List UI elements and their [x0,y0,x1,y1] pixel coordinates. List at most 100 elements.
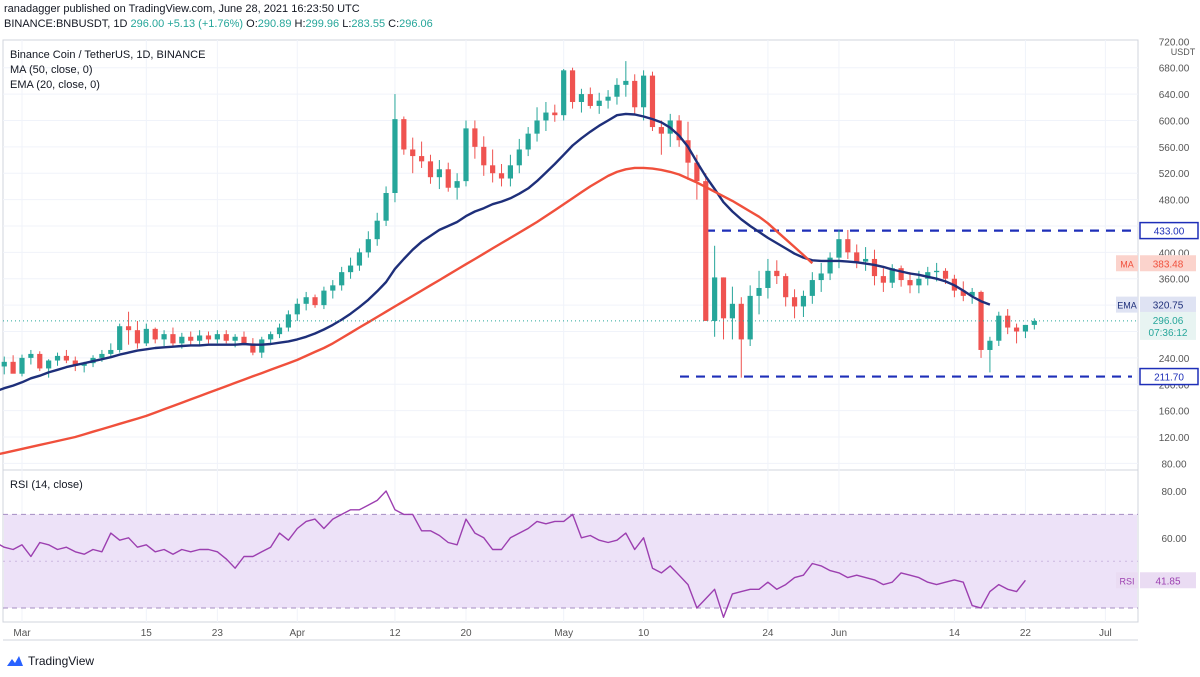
candle-body [214,334,220,340]
candle-body [907,280,913,286]
candle-body [161,334,167,340]
candle-body [641,75,647,108]
candle-body [303,297,309,304]
candle-body [294,303,300,315]
rsi-value-label: 41.85 [1155,576,1180,587]
ma-value-label: 383.48 [1153,259,1184,270]
ema-value-box [1140,296,1196,313]
rsi-line [0,490,1026,618]
candle-body [543,112,549,121]
candle-body [197,335,203,341]
y-tick-label: 480.00 [1159,196,1190,207]
x-tick-label: 20 [460,628,472,639]
candle-body [232,336,238,341]
candle-body [898,268,904,281]
candle-body [916,278,922,286]
candle-body [321,290,327,306]
ohlc-header: BINANCE:BNBUSDT, 1D 296.00 +5.13 (+1.76%… [4,17,433,32]
candle-body [356,252,363,266]
candle-body [374,220,380,240]
rsi-value-box [1140,572,1196,589]
x-tick-label: May [554,628,573,639]
ema-tag-bg [1116,296,1138,313]
x-tick-label: Mar [13,628,31,639]
price-legend-2: EMA (20, close, 0) [10,79,100,91]
candle-body [410,149,416,157]
tradingview-logo-icon [7,656,23,666]
rsi-tick-label: 60.00 [1161,534,1186,545]
candle-body [783,276,789,298]
candle-body [738,303,744,340]
candle-body [578,94,585,102]
price-legend-0: Binance Coin / TetherUS, 1D, BINANCE [10,49,205,61]
candle-body [818,273,824,281]
candle-body [419,156,425,162]
candle-body [561,70,567,116]
x-tick-label: 24 [762,628,774,639]
symbol-label: BINANCE:BNBUSDT, 1D [4,18,128,30]
candle-body [685,140,691,163]
candle-body [188,336,194,341]
publish-info: ranadagger published on TradingView.com,… [4,3,360,15]
level-label-box [1139,367,1199,386]
candle-body [223,334,229,341]
candle-body [791,297,798,307]
candle-body [934,270,940,273]
candle-body [1,361,7,367]
candle-body [925,272,931,279]
x-tick-label: Jul [1099,628,1112,639]
candle-body [720,277,727,319]
y-tick-label: 640.00 [1159,90,1190,101]
candle-body [1022,324,1029,332]
level-label: 433.00 [1154,227,1185,238]
y-tick-label: 600.00 [1159,116,1190,127]
candle-body [649,75,656,128]
candle-body [250,343,256,353]
x-tick-label: 23 [212,628,224,639]
candle-body [463,128,469,182]
y-tick-label: 400.00 [1159,248,1190,259]
candle-body [454,181,460,188]
candle-body [37,353,43,369]
candle-body [800,295,807,307]
candle-body [259,339,265,353]
candle-body [765,270,771,288]
y-tick-label: 240.00 [1159,354,1190,365]
candle-body [365,239,371,253]
candle-body [108,349,114,354]
candle-body [99,353,105,358]
candle-body [205,335,212,340]
candle-body [19,357,25,374]
rsi-tag: RSI [1119,576,1134,586]
level-label: 211.70 [1154,373,1184,384]
candle-body [632,80,638,108]
candle-body [605,96,611,101]
candle-body [490,165,496,174]
candle-body [827,257,833,274]
candle-body [1005,315,1011,328]
candle-body [516,149,522,166]
candle-body [498,173,505,179]
y-tick-label: 560.00 [1159,143,1190,154]
candle-body [63,355,69,361]
candle-body [747,295,753,340]
candle-body [445,169,451,188]
candle-body [383,193,389,221]
candle-body [276,327,283,335]
y-tick-label: 120.00 [1159,433,1190,444]
price-change: +5.13 (+1.76%) [167,18,244,30]
candle-body [170,334,176,344]
candle-body [987,340,993,350]
candle-body [427,161,434,178]
candle-body [774,270,780,277]
y-tick-label: 520.00 [1159,169,1190,180]
rsi-tag-bg [1116,572,1138,589]
rsi-legend: RSI (14, close) [10,479,83,491]
y-tick-label: 200.00 [1159,380,1190,391]
ema-tag: EMA [1117,301,1137,311]
x-tick-label: 15 [141,628,153,639]
candle-body [472,128,478,147]
candle-body [347,265,354,273]
last-price: 296.00 [130,18,165,30]
